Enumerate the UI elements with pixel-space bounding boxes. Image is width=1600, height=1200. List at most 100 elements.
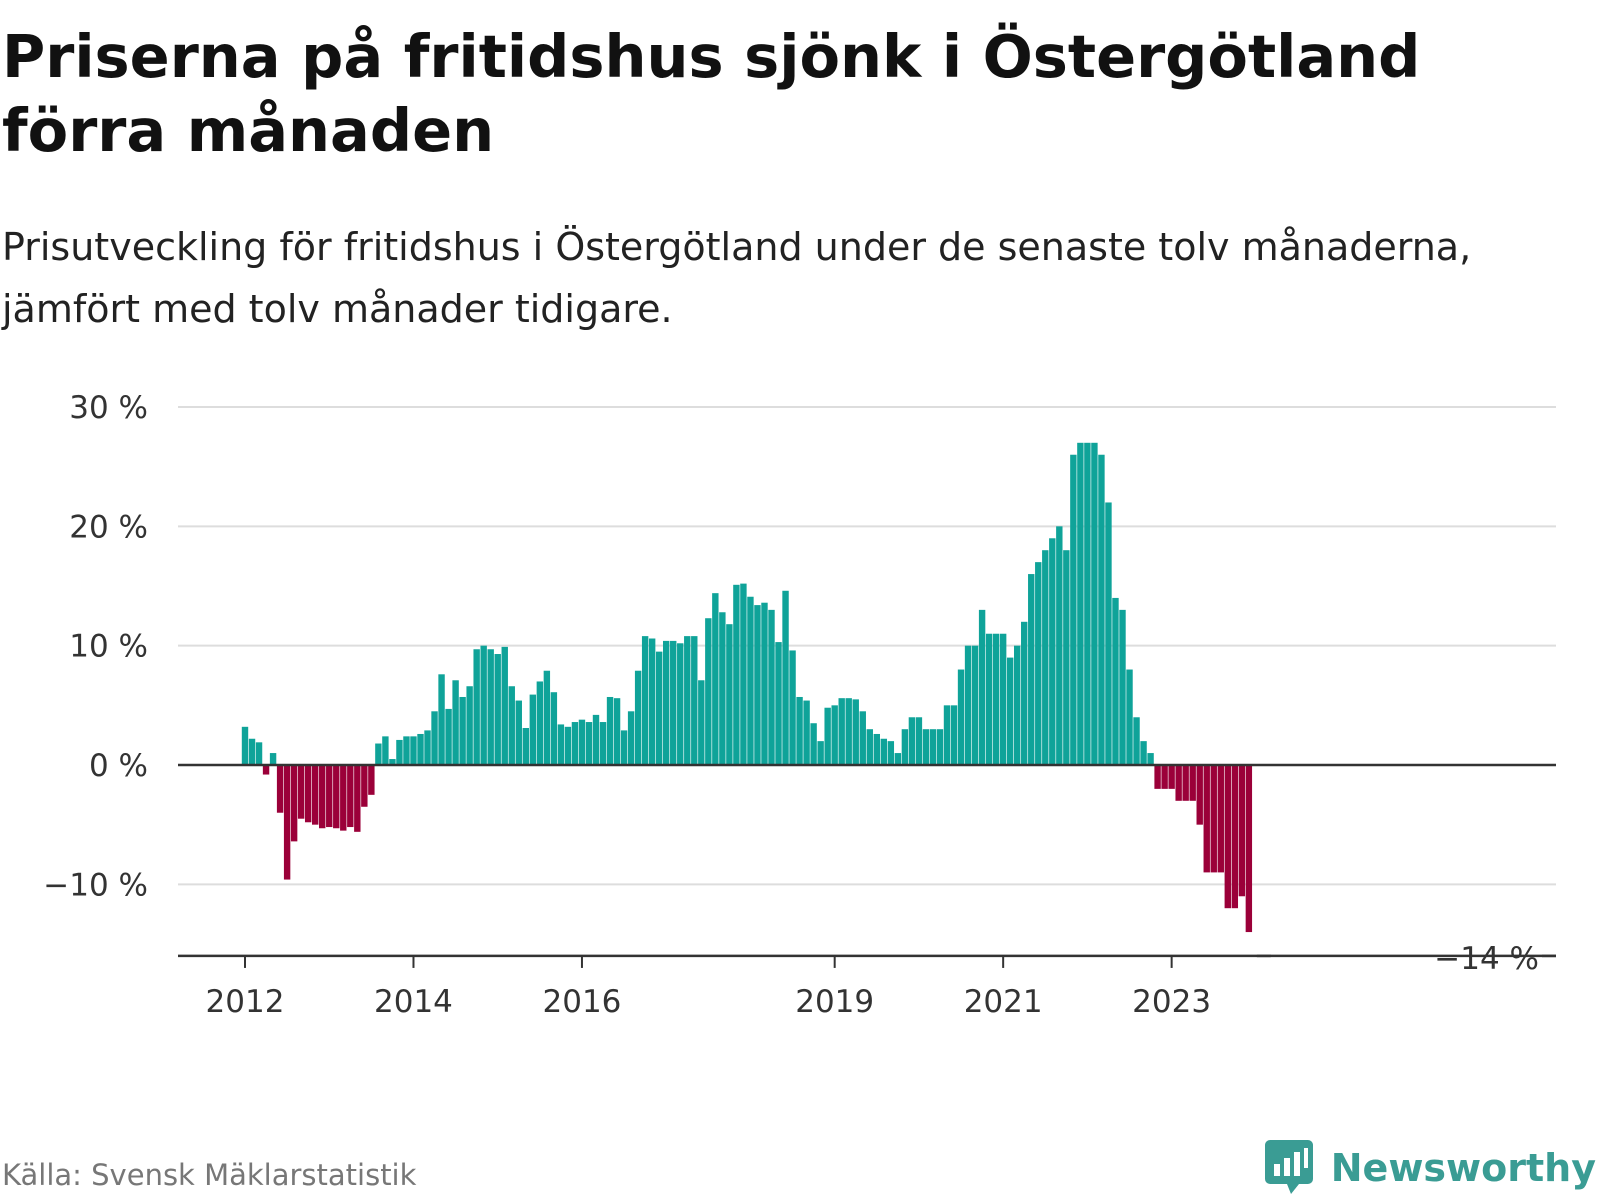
- bar: [508, 686, 515, 765]
- bar: [473, 649, 480, 765]
- bar: [873, 733, 880, 765]
- y-tick-label: 10 %: [69, 629, 148, 665]
- bar: [775, 642, 782, 765]
- bar: [585, 722, 593, 765]
- bar: [1112, 597, 1119, 765]
- bar: [445, 708, 452, 765]
- bar: [887, 741, 895, 765]
- bar: [410, 736, 417, 765]
- bar: [1140, 741, 1147, 765]
- bar: [269, 753, 277, 765]
- bar: [550, 692, 558, 765]
- bar: [789, 650, 796, 765]
- y-tick-label: 30 %: [69, 390, 148, 426]
- bar: [312, 765, 319, 825]
- bar: [326, 765, 333, 828]
- bar: [1147, 753, 1154, 765]
- bar: [368, 765, 375, 795]
- bar: [564, 726, 572, 765]
- bar: [578, 719, 586, 765]
- bar: [417, 733, 424, 765]
- bar: [810, 723, 817, 765]
- bar: [1070, 454, 1077, 765]
- bar: [726, 624, 733, 765]
- bar: [859, 711, 866, 765]
- bar: [620, 730, 628, 765]
- bar: [824, 707, 831, 765]
- y-tick-label: −10 %: [43, 867, 148, 903]
- bar: [901, 729, 909, 765]
- bar: [1217, 765, 1224, 873]
- x-tick-label: 2023: [1132, 984, 1211, 1020]
- bar: [1077, 442, 1084, 765]
- bar: [382, 736, 389, 765]
- bar: [1098, 454, 1105, 765]
- bar: [641, 636, 649, 765]
- bar: [304, 765, 312, 823]
- bar: [1231, 765, 1239, 909]
- bar: [1161, 765, 1168, 789]
- bar: [515, 700, 522, 765]
- bar: [1035, 562, 1042, 765]
- bar: [838, 698, 845, 765]
- bar: [480, 645, 487, 765]
- chart-subtitle: Prisutveckling för fritidshus i Östergöt…: [2, 225, 1472, 331]
- bar: [1049, 538, 1056, 765]
- bar-chart: 30 % 20 % 10 % 0 % −10 % 2012 2014 2016 2019 202…: [43, 390, 1556, 1020]
- bar: [1042, 550, 1049, 765]
- bar: [1028, 574, 1035, 765]
- bar: [319, 765, 326, 829]
- bar: [648, 638, 656, 765]
- bar: [1210, 765, 1217, 873]
- bar: [845, 698, 852, 765]
- bar: [424, 730, 431, 765]
- x-axis-labels: 2012 2014 2016 2019 2021 2023: [206, 984, 1212, 1020]
- bar: [1245, 765, 1253, 933]
- bar: [466, 686, 473, 765]
- source-note: Källa: Svensk Mäklarstatistik: [2, 1158, 417, 1192]
- bar: [1091, 442, 1098, 765]
- bar: [347, 765, 354, 828]
- brand-name: Newsworthy: [1330, 1146, 1596, 1190]
- chart-title: Priserna på fritidshus sjönk i Östergötl…: [2, 22, 1421, 165]
- x-tick-label: 2021: [964, 984, 1043, 1020]
- bar: [354, 765, 361, 832]
- bar: [950, 705, 958, 765]
- bar: [262, 765, 270, 775]
- bar: [1203, 765, 1210, 873]
- bar: [880, 738, 888, 765]
- bar: [361, 765, 368, 807]
- bar: [922, 729, 930, 765]
- bar: [992, 633, 1000, 765]
- bar: [803, 700, 810, 765]
- bar: [333, 765, 340, 829]
- last-value-label: −14 %: [1434, 941, 1539, 977]
- bar: [522, 728, 529, 765]
- bars: [241, 442, 1253, 933]
- bar: [606, 696, 614, 765]
- bar: [677, 643, 684, 765]
- bar: [375, 743, 382, 765]
- bar: [1175, 765, 1182, 801]
- brand-logo[interactable]: Newsworthy: [1264, 1140, 1596, 1196]
- bar: [241, 726, 249, 765]
- y-axis-labels: 30 % 20 % 10 % 0 % −10 %: [43, 390, 148, 903]
- bar: [634, 670, 642, 765]
- bar: [964, 645, 972, 765]
- y-tick-label: 20 %: [69, 509, 148, 545]
- newsworthy-logo-icon: [1264, 1140, 1313, 1194]
- last-value-annotation: −14 %: [1256, 941, 1556, 977]
- bar: [761, 602, 768, 765]
- bar: [627, 711, 635, 765]
- bar: [1168, 765, 1175, 789]
- bar: [283, 765, 291, 880]
- bar: [431, 711, 438, 765]
- bar: [290, 765, 298, 842]
- bar: [943, 705, 951, 765]
- bar: [1154, 765, 1161, 789]
- bar: [957, 669, 965, 765]
- bar: [396, 739, 403, 765]
- bar: [1182, 765, 1189, 801]
- bar: [754, 605, 761, 765]
- x-tick-label: 2016: [543, 984, 622, 1020]
